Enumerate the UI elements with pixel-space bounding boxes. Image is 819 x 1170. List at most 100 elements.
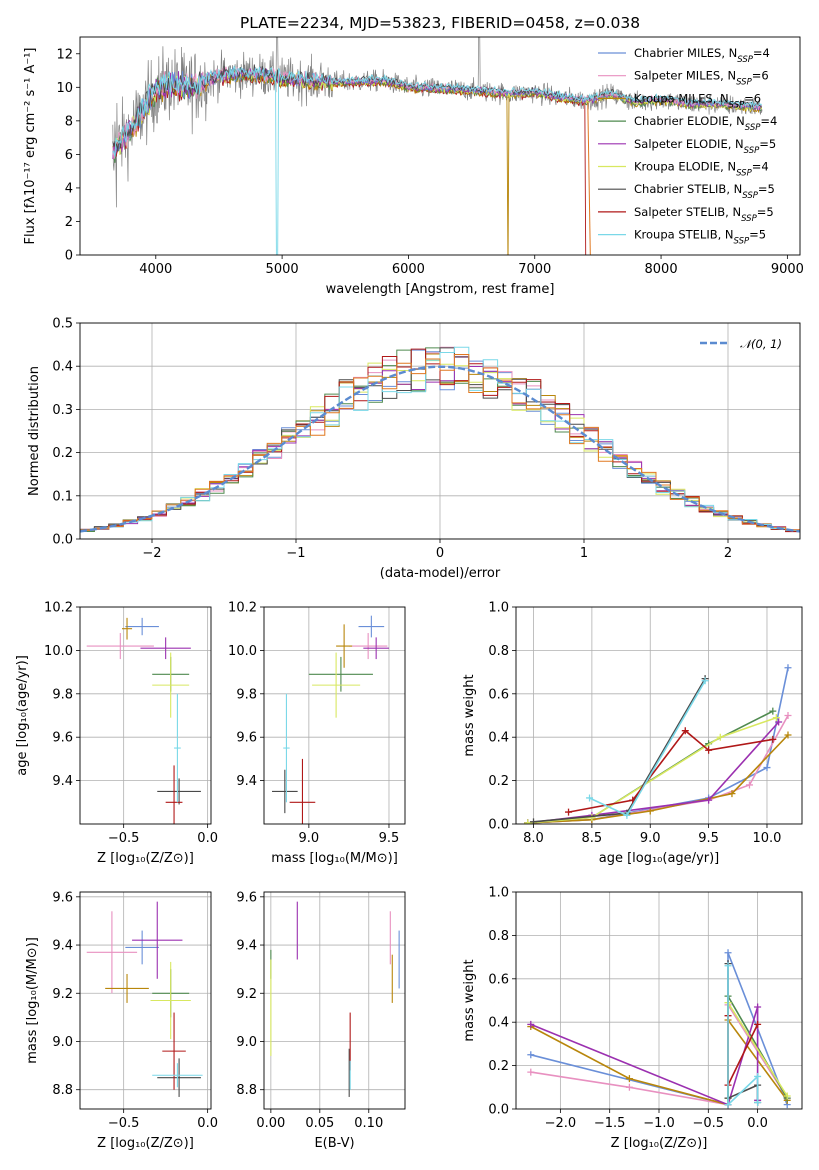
histogram-step-line — [80, 354, 800, 531]
legend-subscript: SSP — [736, 169, 752, 179]
series-marker — [728, 790, 736, 798]
legend-subscript: SSP — [736, 78, 752, 88]
legend-name: Salpeter MILES, N — [634, 69, 736, 83]
y-axis-label: age [log₁₀(age/yr)] — [15, 655, 30, 776]
y-tick-label: 9.4 — [52, 939, 73, 954]
x-axis-label: E(B-V) — [314, 1136, 354, 1151]
axes-frame — [515, 606, 803, 825]
x-tick-label: 0 — [436, 546, 444, 561]
series-marker — [646, 807, 654, 815]
legend-subscript: SSP — [737, 55, 753, 65]
legend-name: Kroupa ELODIE, N — [634, 160, 736, 174]
legend-label: Chabrier ELODIE, NSSP=4 — [634, 114, 777, 133]
legend-subscript: SSP — [729, 100, 745, 110]
y-tick-label: 1.0 — [488, 601, 509, 616]
x-tick-label: 1 — [580, 546, 588, 561]
legend-name: Kroupa MILES, N — [634, 91, 729, 105]
legend-count: =5 — [758, 182, 775, 196]
y-tick-label: 0.8 — [488, 644, 509, 659]
plot-area-age-vs-Z — [80, 607, 211, 824]
series-marker — [772, 714, 780, 722]
x-tick-label: −1.5 — [594, 1116, 626, 1131]
legend-count: =6 — [744, 91, 761, 105]
y-axis-label: Normed distribution — [27, 366, 42, 496]
series-marker — [623, 811, 631, 819]
y-tick-label: 9.6 — [236, 731, 257, 746]
axes-frame — [79, 891, 212, 1110]
y-tick-label: 0.4 — [488, 1016, 509, 1031]
plot-area-spectrum — [112, 37, 763, 255]
x-tick-label: 0.00 — [256, 1116, 285, 1131]
legend-name: Chabrier ELODIE, N — [634, 114, 745, 128]
y-tick-label: 0.0 — [488, 1103, 509, 1118]
series-marker — [769, 735, 777, 743]
series-marker — [784, 731, 792, 739]
y-axis-label: mass weight — [462, 674, 477, 756]
y-tick-label: 9.0 — [52, 1035, 73, 1050]
plot-area-mass-vs-Z — [80, 892, 211, 1109]
normal-curve-line — [80, 365, 800, 533]
panel-spectrum: 4000 5000 6000 7000 8000 9000 0 2 4 6 8 10 12 wavelen… — [23, 36, 804, 297]
histogram-step-line — [80, 346, 800, 531]
y-tick-label: 10.0 — [228, 644, 257, 659]
y-tick-label: 0.4 — [488, 731, 509, 746]
x-tick-label: −0.5 — [693, 1116, 725, 1131]
plot-area-massweight-vs-Z — [516, 892, 802, 1109]
y-tick-label: 0.2 — [52, 446, 73, 461]
series-marker — [775, 718, 783, 726]
x-tick-label: −0.5 — [108, 1116, 140, 1131]
y-tick-label: 2 — [65, 215, 73, 230]
y-tick-label: 8.8 — [52, 1083, 73, 1098]
legend-name: Salpeter STELIB, N — [634, 205, 741, 219]
x-tick-label: −2 — [142, 546, 161, 561]
y-tick-label: 6 — [65, 148, 73, 163]
y-tick-label: 0.3 — [52, 403, 73, 418]
y-tick-label: 10.2 — [228, 601, 257, 616]
x-tick-label: 2 — [724, 546, 732, 561]
y-axis-label: mass weight — [462, 959, 477, 1041]
y-tick-label: 0.1 — [52, 489, 73, 504]
y-tick-label: 10.0 — [44, 644, 73, 659]
x-axis-label: age [log₁₀(age/yr)] — [599, 851, 720, 866]
y-tick-label: 0.4 — [52, 360, 73, 375]
axes-frame — [263, 606, 406, 825]
series-marker — [724, 1101, 732, 1109]
y-tick-label: 10 — [56, 81, 73, 96]
legend-label: Salpeter STELIB, NSSP=5 — [634, 205, 774, 224]
plot-area-residual-hist — [80, 323, 800, 539]
legend-subscript: SSP — [744, 146, 760, 156]
x-tick-label: 6000 — [392, 262, 425, 277]
y-tick-label: 9.6 — [52, 731, 73, 746]
legend-label: Kroupa MILES, NSSP=6 — [634, 91, 761, 110]
y-tick-label: 0.0 — [488, 818, 509, 833]
series-marker — [754, 1020, 762, 1028]
panel-massweight-vs-Z: −2.0 −1.5 −1.0 −0.5 0.0 0.0 0.2 0.4 0.6 0.8 1.0 Z [… — [462, 886, 803, 1151]
panel-mass-vs-ebv: 0.00 0.05 0.10 8.8 9.0 9.2 9.4 9.6 E(B-V) — [236, 890, 406, 1151]
y-tick-label: 0 — [65, 249, 73, 264]
spectrum-model-drop — [587, 102, 591, 255]
x-tick-label: 9.5 — [698, 831, 719, 846]
axes-frame — [79, 322, 801, 540]
panel-mass-vs-Z: −0.5 0.0 8.8 9.0 9.2 9.4 9.6 Z [log₁₀(Z/Z⊙)] mas… — [25, 890, 218, 1151]
series-marker — [625, 1075, 633, 1083]
legend-subscript: SSP — [734, 237, 750, 247]
legend-label: Kroupa ELODIE, NSSP=4 — [634, 160, 769, 179]
axes-frame — [79, 36, 801, 256]
x-tick-label: 10.0 — [753, 831, 782, 846]
legend-name: Kroupa STELIB, N — [634, 228, 734, 242]
series-marker — [527, 1020, 535, 1028]
legend-count: =5 — [759, 137, 776, 151]
series-marker — [754, 1003, 762, 1011]
series-marker — [769, 707, 777, 715]
x-axis-label: Z [log₁₀(Z/Z⊙)] — [97, 851, 194, 866]
x-tick-label: 0.05 — [305, 1116, 334, 1131]
series-marker — [524, 819, 532, 824]
x-tick-label: 5000 — [266, 262, 299, 277]
x-tick-label: −0.5 — [108, 831, 140, 846]
series-marker — [724, 962, 732, 970]
series-line — [568, 729, 773, 813]
y-tick-label: 9.6 — [236, 890, 257, 905]
series-marker — [783, 1092, 791, 1100]
legend-name: Chabrier MILES, N — [634, 46, 737, 60]
